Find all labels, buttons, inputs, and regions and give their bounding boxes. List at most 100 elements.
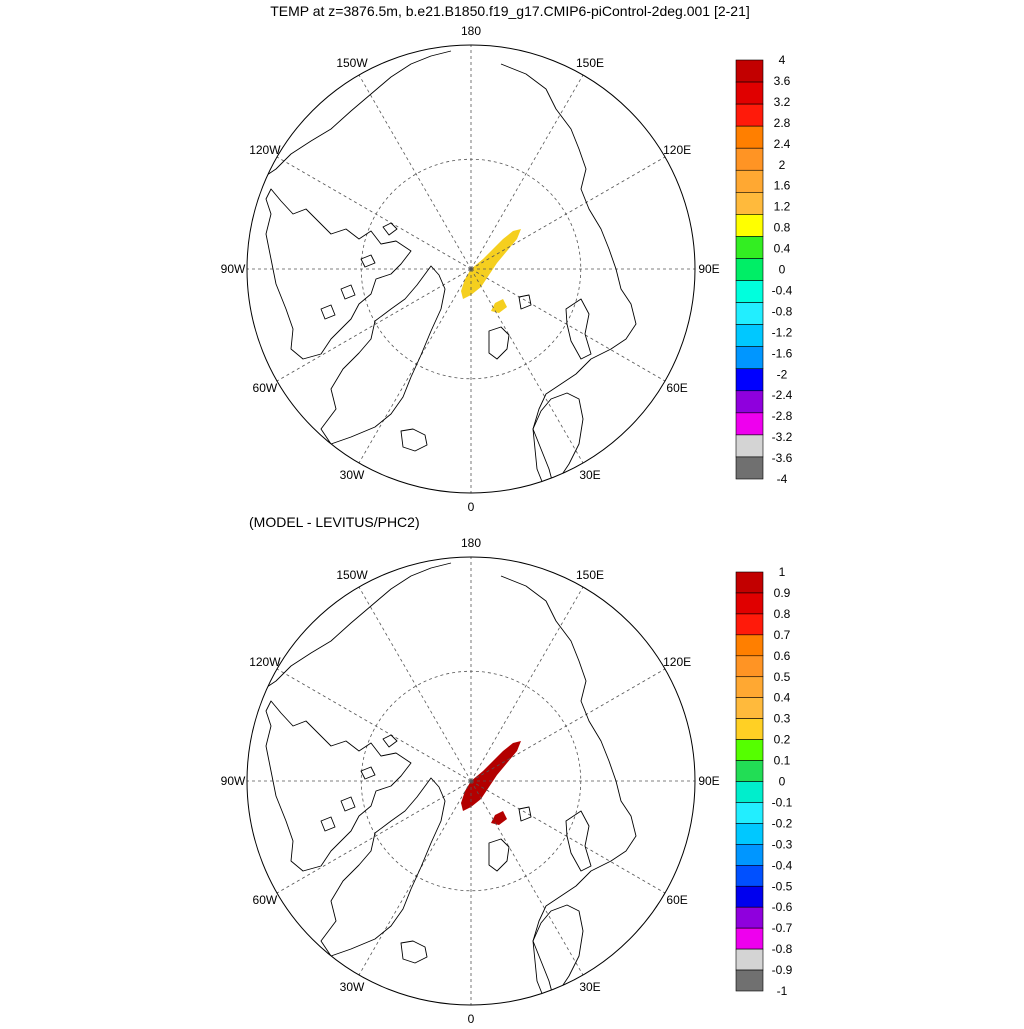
colorbar-label: 0.7 xyxy=(774,628,791,642)
coastline xyxy=(265,188,412,360)
longitude-label: 30W xyxy=(340,980,365,994)
colorbar-label: -0.3 xyxy=(772,837,793,851)
meridian-line xyxy=(276,268,472,382)
meridian-line xyxy=(358,268,472,464)
colorbar-swatch xyxy=(735,236,764,259)
colorbar-label: 0 xyxy=(779,263,786,277)
coastline xyxy=(565,810,592,872)
colorbar-swatch xyxy=(735,823,764,845)
colorbar-swatch xyxy=(735,125,764,149)
map-boundary xyxy=(246,556,696,1006)
colorbar-label: -0.7 xyxy=(772,921,793,935)
longitude-label: 120E xyxy=(663,655,691,669)
colorbar-swatch xyxy=(735,864,764,887)
colorbar-label: -4 xyxy=(777,472,788,486)
colorbar-label: -0.9 xyxy=(772,963,793,977)
colorbar-swatch xyxy=(735,613,764,636)
longitude-label: 30W xyxy=(340,468,365,482)
meridian-line xyxy=(358,74,472,270)
anomaly-region xyxy=(461,229,521,299)
colorbar-swatch xyxy=(735,412,764,436)
colorbar-label: -0.1 xyxy=(772,795,793,809)
coastline xyxy=(400,940,428,964)
coastline xyxy=(265,700,412,872)
coastline xyxy=(488,838,510,872)
colorbar-label: -2.4 xyxy=(772,388,793,402)
colorbar: 1 0.9 0.8 0.7 0.6 0.5 0.4 0.3 0.2 0.1 0 -0.1 -0.2 -0.… xyxy=(735,565,793,998)
colorbar-swatch xyxy=(735,81,764,105)
colorbar-swatch xyxy=(735,147,764,171)
longitude-label: 120W xyxy=(249,655,281,669)
coastline xyxy=(340,796,356,812)
coastline xyxy=(360,254,376,268)
colorbar-swatch xyxy=(735,781,764,803)
colorbar-label: 4 xyxy=(779,53,786,67)
coastline xyxy=(320,265,446,445)
colorbar-label: -1 xyxy=(777,984,788,998)
map-panel-model: 180 150E 120E 90E 60E 30E 0 30W 60W 90W 120W 150W 4 3… xyxy=(221,24,793,514)
colorbar-label: 0.8 xyxy=(774,221,791,235)
colorbar-swatch xyxy=(735,258,764,281)
longitude-label: 90W xyxy=(221,262,246,276)
colorbar-label: 0 xyxy=(779,775,786,789)
colorbar-swatch xyxy=(735,592,764,615)
map-area xyxy=(247,45,695,493)
colorbar-swatch xyxy=(735,969,764,992)
longitude-label: 0 xyxy=(468,1012,475,1024)
colorbar-label: -2.8 xyxy=(772,409,793,423)
anomaly-region xyxy=(461,741,521,811)
colorbar-swatch xyxy=(735,324,764,347)
coastline xyxy=(260,50,452,180)
colorbar-label: 0.5 xyxy=(774,670,791,684)
anomaly-region xyxy=(491,811,507,825)
coastline xyxy=(500,63,637,485)
meridian-line xyxy=(358,780,472,976)
coastline xyxy=(260,562,452,692)
colorbar-swatch xyxy=(735,368,764,392)
colorbar-label: -3.2 xyxy=(772,430,793,444)
colorbar-label: 2.4 xyxy=(774,137,791,151)
coastline xyxy=(320,816,336,832)
longitude-label: 120E xyxy=(663,143,691,157)
colorbar-label: -0.8 xyxy=(772,304,793,318)
meridian-line xyxy=(470,780,584,976)
meridian-line xyxy=(470,268,666,382)
colorbar-swatch xyxy=(735,927,764,950)
colorbar-swatch xyxy=(735,885,764,908)
colorbar-label: -3.6 xyxy=(772,451,793,465)
longitude-label: 120W xyxy=(249,143,281,157)
colorbar-label: 3.2 xyxy=(774,95,791,109)
meridian-line xyxy=(358,586,472,782)
colorbar-label: 0.4 xyxy=(774,691,791,705)
colorbar-swatch xyxy=(735,718,764,740)
coastline xyxy=(565,298,592,360)
colorbar-label: -0.6 xyxy=(772,900,793,914)
colorbar-swatch xyxy=(735,302,764,325)
colorbar-swatch xyxy=(735,192,764,215)
coastline xyxy=(320,304,336,320)
longitude-label: 150E xyxy=(576,568,604,582)
coastline xyxy=(500,575,637,997)
longitude-label: 60W xyxy=(253,381,278,395)
coastline xyxy=(518,294,532,310)
meridian-line xyxy=(470,268,584,464)
longitude-label: 60E xyxy=(666,381,687,395)
longitude-label: 90E xyxy=(698,774,719,788)
colorbar-swatch xyxy=(735,103,764,127)
colorbar-label: -0.5 xyxy=(772,879,793,893)
colorbar-label: -1.2 xyxy=(772,325,793,339)
colorbar-swatch xyxy=(735,948,764,971)
colorbar-label: 1.6 xyxy=(774,179,791,193)
colorbar-swatch xyxy=(735,169,764,193)
colorbar-swatch xyxy=(735,59,764,83)
coastline xyxy=(488,326,510,360)
longitude-label: 60W xyxy=(253,893,278,907)
panel-subtitle: (MODEL - LEVITUS/PHC2) xyxy=(249,514,420,530)
colorbar-label: 0.2 xyxy=(774,733,791,747)
colorbar-label: 2 xyxy=(779,158,786,172)
colorbar-swatch xyxy=(735,844,764,866)
colorbar-label: 2.8 xyxy=(774,116,791,130)
colorbar-swatch xyxy=(735,434,764,458)
longitude-label: 30E xyxy=(579,980,600,994)
